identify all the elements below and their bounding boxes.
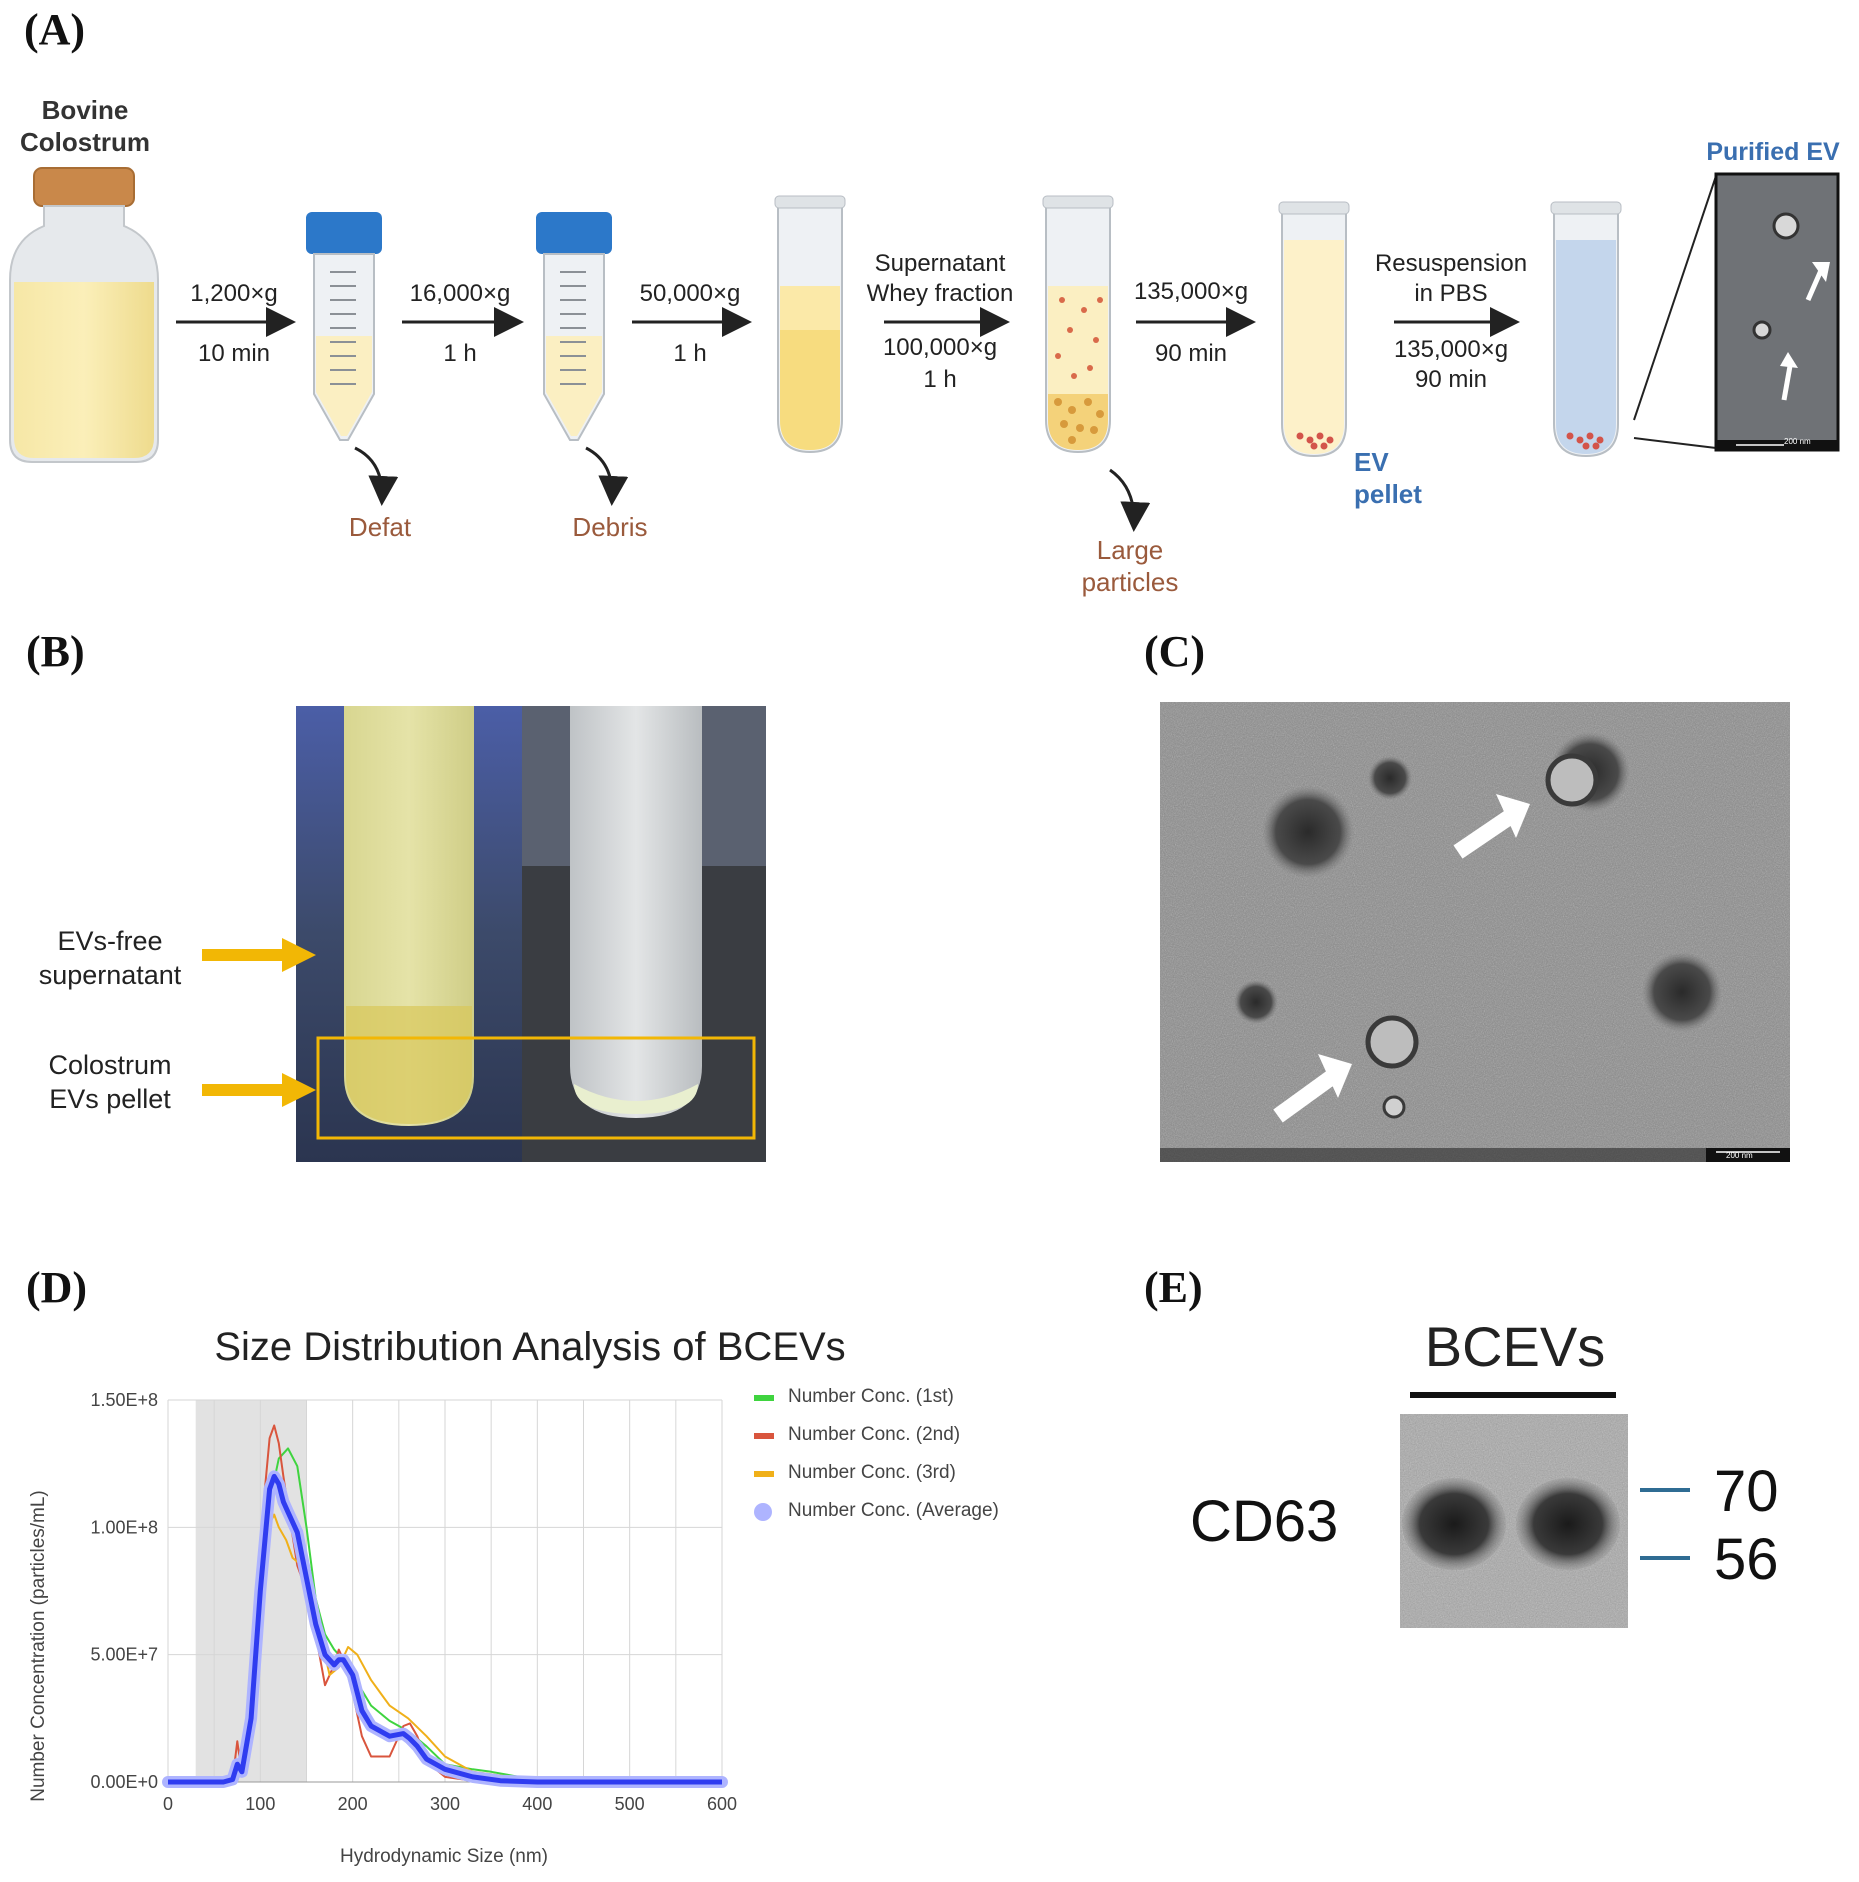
colostrum-bottle bbox=[9, 167, 159, 463]
ev-pellet-line2: pellet bbox=[1354, 479, 1422, 509]
pellet-line1: Colostrum bbox=[48, 1050, 172, 1080]
ev-pellet-line1: EV bbox=[1354, 447, 1389, 477]
step1-time: 10 min bbox=[197, 340, 271, 367]
legend-swatch bbox=[754, 1471, 774, 1477]
x-tick-label: 300 bbox=[430, 1794, 460, 1814]
defat-arrow bbox=[354, 446, 399, 506]
legend-item: Number Conc. (Average) bbox=[754, 1500, 999, 1522]
bovine-label-line1: Bovine bbox=[41, 95, 129, 125]
y-tick-label: 5.00E+7 bbox=[90, 1645, 158, 1665]
ev-pellet-label: EV pellet bbox=[1354, 446, 1422, 510]
step4-speed: 100,000×g bbox=[882, 334, 998, 361]
step2-time: 1 h bbox=[443, 340, 477, 367]
chart-xlabel: Hydrodynamic Size (nm) bbox=[340, 1846, 548, 1867]
panel-c-micrograph bbox=[1160, 702, 1790, 1162]
step1-speed: 1,200×g bbox=[190, 280, 278, 307]
band-lane-2 bbox=[1516, 1478, 1620, 1570]
chart-ylabel: Number Concentration (particles/mL) bbox=[28, 1490, 49, 1802]
legend-item: Number Conc. (2nd) bbox=[754, 1424, 960, 1446]
panel-d-letter: (D) bbox=[26, 1263, 88, 1312]
step5-time: 90 min bbox=[1154, 340, 1228, 367]
step4-time: 1 h bbox=[923, 366, 957, 393]
x-tick-label: 400 bbox=[522, 1794, 552, 1814]
pellet-line2: EVs pellet bbox=[49, 1084, 171, 1114]
x-tick-label: 500 bbox=[615, 1794, 645, 1814]
legend-label: Number Conc. (1st) bbox=[788, 1386, 954, 1407]
panel-b-letter: (B) bbox=[26, 627, 85, 676]
y-tick-label: 1.50E+8 bbox=[90, 1390, 158, 1410]
legend-label: Number Conc. (3rd) bbox=[788, 1462, 956, 1483]
chart-legend: Number Conc. (1st) Number Conc. (2nd) Numb… bbox=[754, 1386, 1054, 1526]
marker-label-56: 56 bbox=[1714, 1527, 1779, 1592]
step5-speed: 135,000×g bbox=[1133, 278, 1249, 305]
supernatant-line1: EVs-free bbox=[57, 926, 163, 956]
supernatant-line2: supernatant bbox=[38, 960, 182, 990]
western-blot-title: BCEVs bbox=[1424, 1315, 1606, 1378]
legend-item: Number Conc. (3rd) bbox=[754, 1462, 956, 1484]
panel-e-letter: (E) bbox=[1144, 1263, 1203, 1312]
large-particles-line2: particles bbox=[1081, 567, 1179, 597]
legend-item: Number Conc. (1st) bbox=[754, 1386, 954, 1408]
panel-a-letter: (A) bbox=[24, 5, 86, 54]
purified-ev-micrograph bbox=[1714, 172, 1840, 452]
western-blot-image bbox=[1400, 1414, 1628, 1628]
clear-tube bbox=[570, 706, 702, 1118]
step4-top2: Whey fraction bbox=[866, 280, 1014, 307]
step4-top1: Supernatant bbox=[874, 250, 1006, 277]
band-lane-1 bbox=[1402, 1478, 1506, 1570]
step6-speed: 135,000×g bbox=[1393, 336, 1509, 363]
debris-label: Debris bbox=[572, 512, 648, 542]
legend-swatch bbox=[754, 1503, 772, 1521]
large-particles-line1: Large bbox=[1096, 535, 1164, 565]
step3-time: 1 h bbox=[673, 340, 707, 367]
zoom-line-bottom bbox=[1633, 437, 1717, 449]
micrograph-scale-bar-label: 200 nm bbox=[1726, 1151, 1753, 1160]
chart-title: Size Distribution Analysis of BCEVs bbox=[214, 1325, 845, 1369]
step6-top1: Resuspension bbox=[1374, 250, 1528, 277]
colostrum-evs-pellet-label: Colostrum EVs pellet bbox=[20, 1048, 200, 1116]
large-particles-label: Large particles bbox=[1060, 534, 1200, 598]
step3-speed: 50,000×g bbox=[639, 280, 741, 307]
purified-ev-label: Purified EV bbox=[1706, 138, 1840, 166]
conical-tube-1 bbox=[306, 212, 382, 441]
panel-c-letter: (C) bbox=[1144, 627, 1206, 676]
pellet-highlight-box bbox=[316, 1036, 756, 1140]
legend-swatch bbox=[754, 1433, 774, 1439]
series-line-average bbox=[168, 1473, 722, 1785]
conical-tube-2 bbox=[536, 212, 612, 441]
y-tick-label: 0.00E+0 bbox=[90, 1772, 158, 1792]
zoom-line-top bbox=[1633, 175, 1717, 421]
marker-label-70: 70 bbox=[1714, 1459, 1779, 1524]
x-tick-label: 200 bbox=[338, 1794, 368, 1814]
evs-free-supernatant-label: EVs-free supernatant bbox=[20, 924, 200, 992]
legend-label: Number Conc. (Average) bbox=[788, 1500, 999, 1521]
protein-label: CD63 bbox=[1190, 1489, 1339, 1554]
step6-top2: in PBS bbox=[1414, 280, 1488, 307]
legend-label: Number Conc. (2nd) bbox=[788, 1424, 961, 1445]
step2-speed: 16,000×g bbox=[409, 280, 511, 307]
marker-line-56 bbox=[1640, 1556, 1690, 1560]
western-blot-title-underline bbox=[1410, 1392, 1616, 1398]
large-particles-arrow bbox=[1109, 468, 1151, 532]
y-tick-label: 1.00E+8 bbox=[90, 1517, 158, 1537]
inset-scale-bar-label: 200 nm bbox=[1784, 437, 1811, 446]
debris-arrow bbox=[585, 446, 629, 506]
step6-time: 90 min bbox=[1414, 366, 1488, 393]
bovine-label-line2: Colostrum bbox=[20, 127, 150, 157]
marker-line-70 bbox=[1640, 1488, 1690, 1492]
panel-b-arrows bbox=[202, 938, 316, 1107]
legend-swatch bbox=[754, 1395, 774, 1401]
bovine-colostrum-label: Bovine Colostrum bbox=[0, 94, 170, 158]
panel-b-photo bbox=[296, 706, 766, 1162]
test-tube-5 bbox=[1278, 201, 1350, 458]
test-tube-3 bbox=[774, 195, 846, 454]
x-tick-label: 0 bbox=[163, 1794, 173, 1814]
test-tube-4 bbox=[1042, 195, 1114, 454]
test-tube-6 bbox=[1550, 201, 1622, 458]
x-tick-label: 600 bbox=[707, 1794, 737, 1814]
defat-label: Defat bbox=[348, 512, 412, 542]
x-tick-label: 100 bbox=[245, 1794, 275, 1814]
panel-a-diagram bbox=[9, 167, 1840, 532]
size-distribution-chart: Size Distribution Analysis of BCEVs 0.00… bbox=[28, 1325, 846, 1867]
